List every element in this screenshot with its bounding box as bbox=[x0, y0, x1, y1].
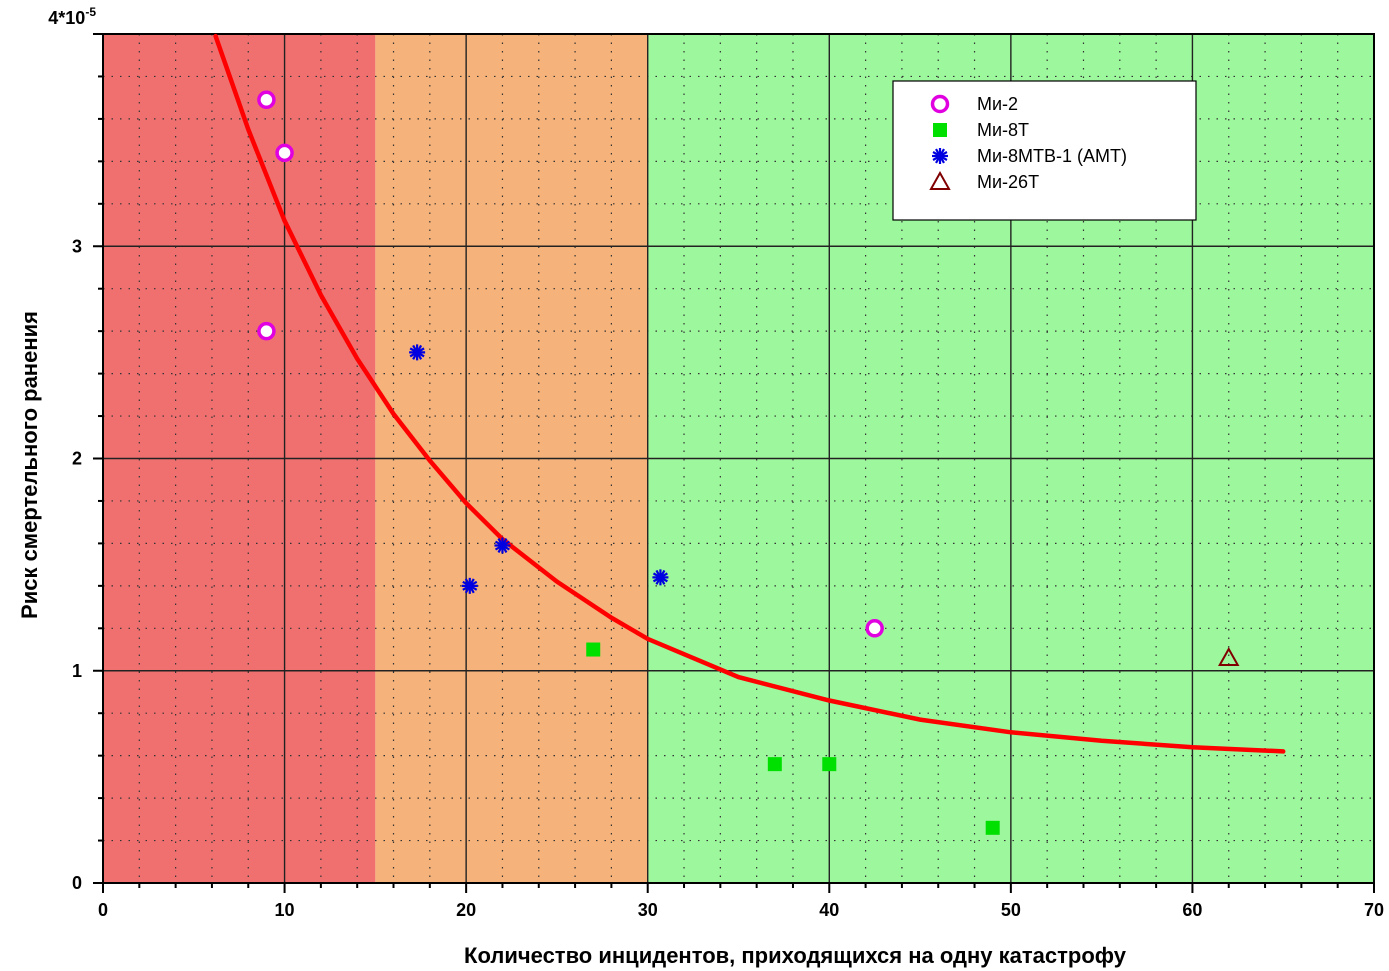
legend-marker-0 bbox=[930, 94, 950, 114]
x-tick-label: 30 bbox=[638, 900, 658, 920]
x-tick-label: 70 bbox=[1364, 900, 1384, 920]
y-tick-label: 2 bbox=[72, 449, 82, 469]
x-tick-label: 40 bbox=[819, 900, 839, 920]
x-tick-label: 20 bbox=[456, 900, 476, 920]
legend-marker-2 bbox=[932, 148, 948, 164]
fit-curve bbox=[213, 33, 1286, 754]
legend-label-3: Ми-26Т bbox=[977, 172, 1039, 192]
data-point-series-1 bbox=[985, 820, 1000, 835]
legend-marker-3 bbox=[929, 170, 951, 190]
legend-label-0: Ми-2 bbox=[977, 94, 1018, 114]
x-tick-label: 60 bbox=[1182, 900, 1202, 920]
legend-label-2: Ми-8МТВ-1 (АМТ) bbox=[977, 146, 1127, 166]
axis-ticks bbox=[93, 33, 1375, 893]
data-points bbox=[257, 90, 1240, 835]
grid bbox=[103, 34, 1374, 883]
legend-label-1: Ми-8Т bbox=[977, 120, 1029, 140]
data-point-series-2 bbox=[409, 344, 426, 361]
y-tick-label: 1 bbox=[72, 661, 82, 681]
y-top-tick-label: 4*10-5 bbox=[48, 5, 96, 28]
y-axis-title: Риск смертельного ранения bbox=[17, 311, 42, 619]
y-tick-label: 0 bbox=[72, 873, 82, 893]
legend: Ми-2 Ми-8Т Ми-8МТВ-1 (АМТ) Ми-26Т bbox=[892, 80, 1197, 221]
x-tick-labels: 0 10 20 30 40 50 60 70 bbox=[98, 900, 1384, 920]
y-tick-labels: 0 1 2 3 bbox=[72, 236, 82, 893]
data-point-series-2 bbox=[461, 577, 478, 594]
data-point-series-1 bbox=[586, 642, 601, 657]
x-tick-label: 50 bbox=[1001, 900, 1021, 920]
data-point-series-0 bbox=[257, 321, 276, 341]
legend-marker-1 bbox=[933, 123, 947, 137]
x-tick-label: 10 bbox=[275, 900, 295, 920]
data-point-series-0 bbox=[257, 90, 276, 110]
x-tick-label: 0 bbox=[98, 900, 108, 920]
x-axis-title: Количество инцидентов, приходящихся на о… bbox=[464, 943, 1127, 968]
data-point-series-0 bbox=[275, 143, 294, 163]
data-point-series-0 bbox=[865, 619, 884, 638]
data-point-series-1 bbox=[822, 757, 837, 772]
data-point-series-2 bbox=[494, 537, 511, 554]
data-point-series-2 bbox=[652, 569, 669, 586]
y-tick-label: 3 bbox=[72, 236, 82, 256]
data-point-series-3 bbox=[1218, 646, 1240, 667]
data-point-series-1 bbox=[767, 757, 782, 772]
